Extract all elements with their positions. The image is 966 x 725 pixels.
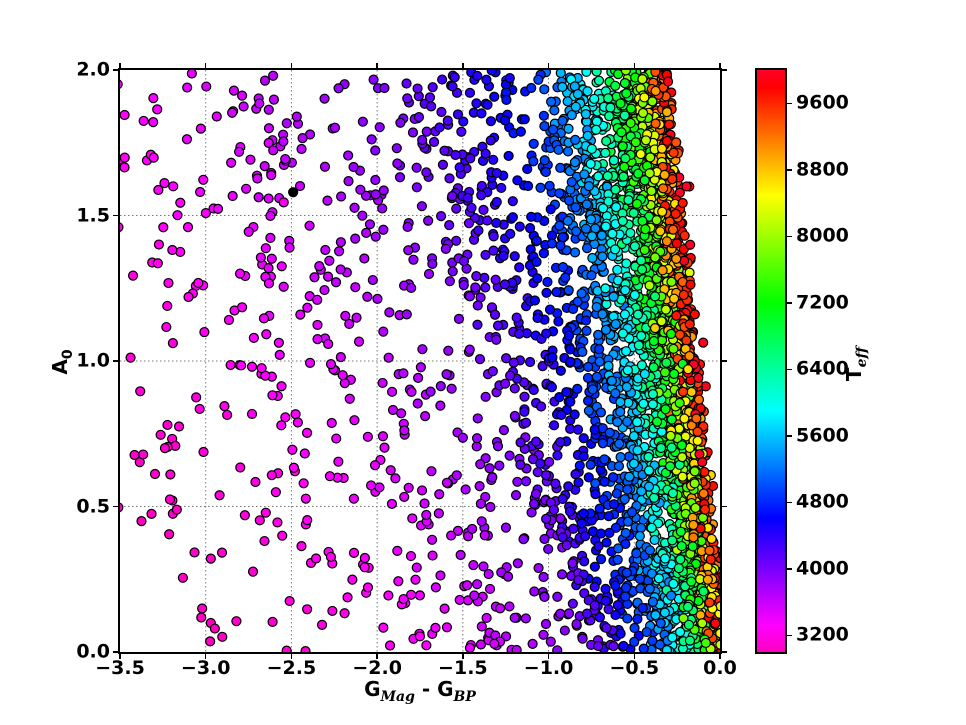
label-part: - — [414, 677, 438, 701]
label-part: 0 — [60, 349, 76, 360]
y-tick-mark-left — [113, 505, 118, 508]
x-tick-label: −3.5 — [95, 657, 145, 679]
colorbar-tick-label: 6400 — [796, 357, 849, 380]
colorbar-tick-label: 4000 — [796, 557, 849, 580]
x-axis-label: GMag - GBP — [364, 677, 476, 705]
colorbar-tick-label: 7200 — [796, 291, 849, 314]
y-tick-mark-left — [113, 69, 118, 71]
label-part: G — [437, 677, 454, 701]
x-tick-label: −2.0 — [352, 657, 402, 679]
x-tick-mark-top — [462, 63, 464, 68]
colorbar-tick-mark — [787, 102, 792, 104]
y-axis-label: A0 — [48, 349, 76, 374]
y-tick-label: 0.5 — [76, 495, 110, 518]
y-tick-label: 1.0 — [76, 349, 110, 372]
colorbar-tick-label: 5600 — [796, 424, 849, 447]
label-part: Mag — [380, 689, 415, 705]
label-part: BP — [453, 689, 476, 705]
x-tick-label: −1.5 — [438, 657, 488, 679]
label-part: eff — [854, 346, 870, 368]
colorbar-tick-mark — [787, 235, 792, 238]
x-tick-label: −1.0 — [523, 657, 574, 679]
x-tick-mark-top — [204, 63, 207, 68]
x-tick-mark-top — [119, 63, 121, 68]
label-part: G — [364, 677, 381, 701]
y-tick-mark-right — [722, 214, 727, 217]
colorbar-tick-mark — [787, 368, 792, 371]
x-tick-mark-bottom — [633, 654, 636, 659]
y-tick-mark-right — [722, 651, 727, 653]
y-tick-mark-right — [722, 69, 727, 71]
colorbar-tick-mark — [787, 435, 792, 437]
colorbar-gradient — [757, 70, 785, 652]
colorbar-tick-label: 8000 — [796, 224, 849, 247]
x-tick-label: −2.5 — [266, 657, 317, 679]
colorbar-label: Teff — [842, 347, 870, 381]
colorbar — [755, 68, 787, 654]
x-tick-label: 0.0 — [703, 657, 737, 679]
colorbar-tick-label: 8800 — [796, 158, 849, 181]
x-tick-mark-top — [719, 63, 721, 68]
x-tick-mark-top — [290, 63, 293, 68]
colorbar-tick-label: 4800 — [796, 490, 849, 513]
y-tick-label: 1.5 — [76, 204, 110, 227]
y-tick-mark-right — [722, 505, 727, 508]
colorbar-tick-mark — [787, 634, 792, 637]
x-tick-mark-bottom — [462, 654, 464, 659]
x-tick-mark-bottom — [719, 654, 721, 659]
y-tick-label: 2.0 — [76, 58, 110, 81]
y-tick-mark-left — [113, 360, 118, 362]
colorbar-tick-mark — [787, 501, 792, 504]
x-tick-mark-bottom — [547, 654, 550, 659]
y-tick-label: 0.0 — [76, 640, 110, 663]
colorbar-tick-mark — [787, 302, 792, 304]
x-tick-label: −3.0 — [180, 657, 231, 679]
colorbar-tick-label: 9600 — [796, 91, 849, 114]
label-part: A — [48, 359, 72, 375]
scatter-canvas — [120, 70, 720, 652]
y-tick-mark-left — [113, 214, 118, 217]
colorbar-tick-label: 3200 — [796, 623, 849, 646]
colorbar-tick-mark — [787, 568, 792, 570]
x-tick-mark-top — [547, 63, 550, 68]
x-tick-mark-bottom — [376, 654, 378, 659]
y-tick-mark-left — [113, 651, 118, 653]
x-tick-mark-top — [633, 63, 636, 68]
colorbar-tick-mark — [787, 169, 792, 171]
x-tick-mark-bottom — [204, 654, 207, 659]
label-part: T — [842, 367, 866, 382]
x-tick-mark-bottom — [119, 654, 121, 659]
x-tick-mark-bottom — [290, 654, 293, 659]
y-tick-mark-right — [722, 360, 727, 362]
x-tick-mark-top — [376, 63, 378, 68]
x-tick-label: −0.5 — [609, 657, 660, 679]
